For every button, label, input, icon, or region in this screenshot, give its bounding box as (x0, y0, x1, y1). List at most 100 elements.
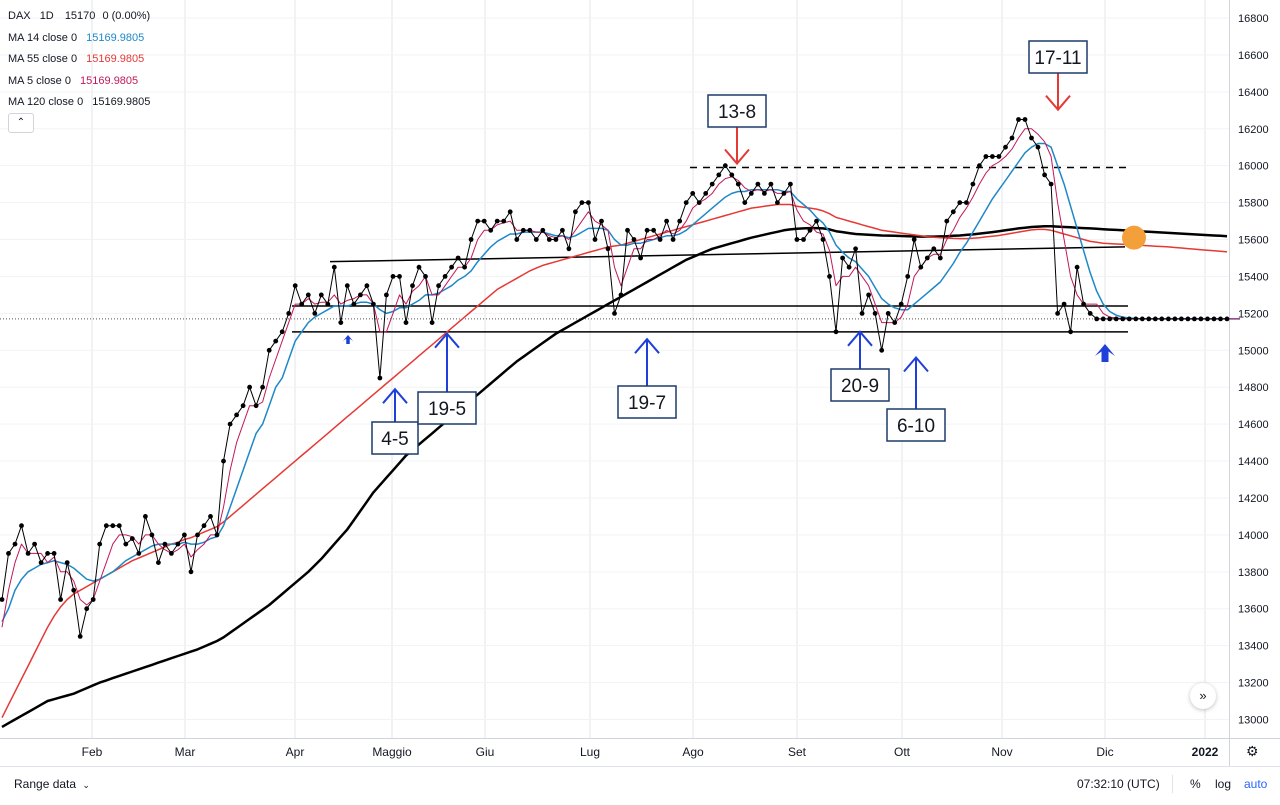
x-tick-label: Ott (894, 745, 911, 759)
price-point (638, 255, 643, 261)
y-tick-label: 16600 (1238, 50, 1269, 62)
price-point (911, 237, 917, 242)
price-point (318, 292, 324, 298)
y-tick-label: 13200 (1238, 678, 1269, 690)
scroll-to-realtime-button[interactable]: » (1190, 683, 1216, 709)
price-point (462, 264, 467, 270)
y-tick-label: 16200 (1238, 124, 1269, 136)
percent-toggle[interactable]: % (1190, 777, 1201, 791)
price-point (175, 541, 181, 547)
legend-label: MA 55 close 0 (8, 53, 78, 65)
price-point (32, 541, 37, 547)
price-point (533, 237, 539, 242)
price-point (1152, 316, 1158, 322)
price-value: 15170 (64, 10, 96, 22)
clock[interactable]: 07:32:10 (UTC) (1077, 777, 1160, 791)
annotation-label: 19-7 (628, 393, 666, 414)
price-point (253, 403, 259, 409)
x-tick-label: Apr (286, 745, 305, 759)
annotation-label: 13-8 (718, 102, 756, 123)
price-point (540, 227, 546, 233)
price-point (644, 227, 650, 233)
price-point (416, 264, 422, 270)
annotation-label: 20-9 (841, 376, 879, 397)
price-point (156, 560, 161, 565)
price-point (937, 255, 943, 261)
price-point (631, 237, 637, 242)
series-ma14-line (1, 142, 1240, 623)
chevron-down-icon: ⌄ (82, 780, 90, 790)
symbol-row: DAX 1D 15170 0 (0.00%) (8, 6, 150, 28)
price-point (840, 255, 845, 261)
price-point (573, 209, 578, 215)
bottom-toolbar: Range data ⌄ 07:32:10 (UTC) % log auto (0, 766, 1280, 801)
arrow-down-icon (724, 148, 750, 166)
price-point (1081, 301, 1086, 307)
legend-ma5[interactable]: MA 5 close 0 15169.9805 (8, 71, 150, 93)
price-point (325, 301, 331, 307)
price-point (312, 311, 318, 316)
log-toggle[interactable]: log (1215, 777, 1232, 791)
price-point (12, 541, 18, 547)
price-point (1224, 316, 1230, 322)
price-point (690, 191, 696, 196)
price-point (429, 320, 435, 325)
price-point (990, 154, 995, 159)
price-point (90, 597, 96, 602)
price-point (1074, 264, 1080, 270)
change-value: 0 (0.00%) (102, 10, 151, 22)
price-point (136, 551, 142, 556)
price-point (1211, 316, 1217, 322)
price-point (266, 347, 272, 353)
price-point (84, 606, 90, 612)
legend-ma120[interactable]: MA 120 close 0 15169.9805 (8, 92, 150, 114)
y-tick-label: 15200 (1238, 308, 1269, 320)
legend-ma55[interactable]: MA 55 close 0 15169.9805 (8, 49, 150, 71)
price-point (1094, 316, 1100, 322)
trend-line (329, 246, 1126, 263)
price-point (918, 264, 924, 270)
range-data-button[interactable]: Range data ⌄ (14, 777, 90, 791)
price-point (1100, 316, 1106, 322)
annotation-label: 4-5 (381, 429, 408, 450)
price-point (240, 403, 246, 409)
price-point (664, 218, 669, 224)
price-point (1166, 316, 1171, 322)
price-point (677, 218, 683, 224)
price-point (371, 301, 376, 307)
annotation-box (617, 385, 677, 419)
x-tick-label: Feb (82, 745, 103, 759)
price-point (436, 283, 441, 289)
price-point (110, 523, 116, 529)
price-point (957, 200, 963, 206)
legend-value: 15169.9805 (80, 74, 139, 87)
price-point (1126, 316, 1132, 322)
legend-ma14[interactable]: MA 14 close 0 15169.9805 (8, 28, 150, 50)
price-point (273, 338, 279, 344)
auto-toggle[interactable]: auto (1244, 777, 1268, 791)
x-tick-label: Mar (175, 745, 196, 759)
price-point (1068, 329, 1073, 335)
price-point (612, 311, 617, 316)
price-point (338, 320, 344, 325)
price-point (1048, 181, 1054, 187)
gear-icon[interactable]: ⚙ (1246, 743, 1259, 759)
arrow-up-icon (382, 387, 408, 404)
price-point (475, 218, 481, 224)
price-point (1179, 316, 1184, 322)
price-point (553, 237, 559, 242)
legend-collapse-button[interactable]: ⌃ (8, 113, 34, 133)
interval-label[interactable]: 1D (39, 10, 54, 22)
price-point (1146, 316, 1152, 322)
price-point (801, 237, 806, 242)
symbol-label[interactable]: DAX (8, 10, 31, 22)
price-point (944, 218, 950, 224)
price-point (331, 264, 337, 270)
y-tick-label: 15800 (1238, 198, 1269, 210)
x-tick-label: Lug (580, 745, 600, 759)
legend-label: MA 5 close 0 (8, 74, 71, 87)
price-point (1042, 172, 1047, 178)
price-point (45, 551, 50, 556)
